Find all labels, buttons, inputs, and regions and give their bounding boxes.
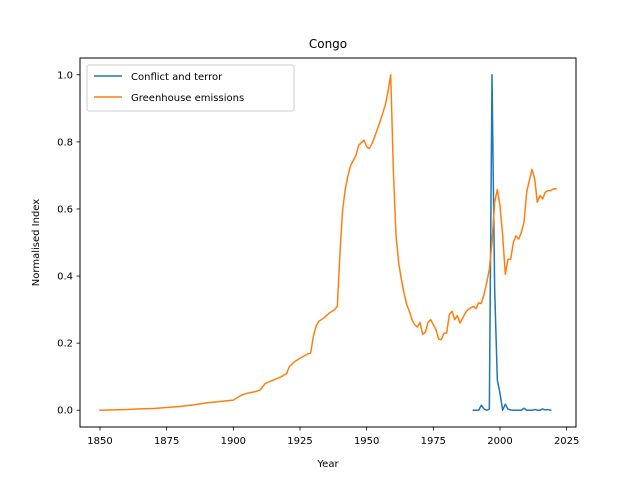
y-tick-label: 1.0 [57,70,73,81]
plot-frame [79,57,577,428]
x-tick-label: 1900 [221,436,246,447]
legend: Conflict and terror Greenhouse emissions [86,64,295,112]
legend-label-greenhouse: Greenhouse emissions [131,93,244,104]
y-tick-label: 0.0 [57,406,73,417]
x-tick-label: 1975 [421,436,446,447]
x-axis: 1850 1875 1900 1925 1950 1975 2000 2025 [87,427,579,447]
x-tick-label: 1850 [87,436,112,447]
x-tick-label: 1925 [287,436,312,447]
x-tick-label: 2000 [487,436,512,447]
y-tick-label: 0.6 [57,204,73,215]
y-axis: 0.0 0.2 0.4 0.6 0.8 1.0 [57,70,80,417]
series-line-1 [99,74,557,411]
x-tick-label: 1875 [154,436,179,447]
x-axis-label: Year [316,459,339,470]
y-tick-label: 0.2 [57,339,73,350]
chart-title: Congo [309,37,347,51]
y-tick-label: 0.4 [57,272,73,283]
legend-box [86,64,295,112]
x-tick-label: 1950 [354,436,379,447]
x-tick-label: 2025 [554,436,579,447]
series-line-0 [472,74,552,412]
y-tick-label: 0.8 [57,137,73,148]
plot-lines [99,74,557,412]
y-axis-label: Normalised Index [31,199,42,286]
legend-label-conflict: Conflict and terror [131,72,223,83]
